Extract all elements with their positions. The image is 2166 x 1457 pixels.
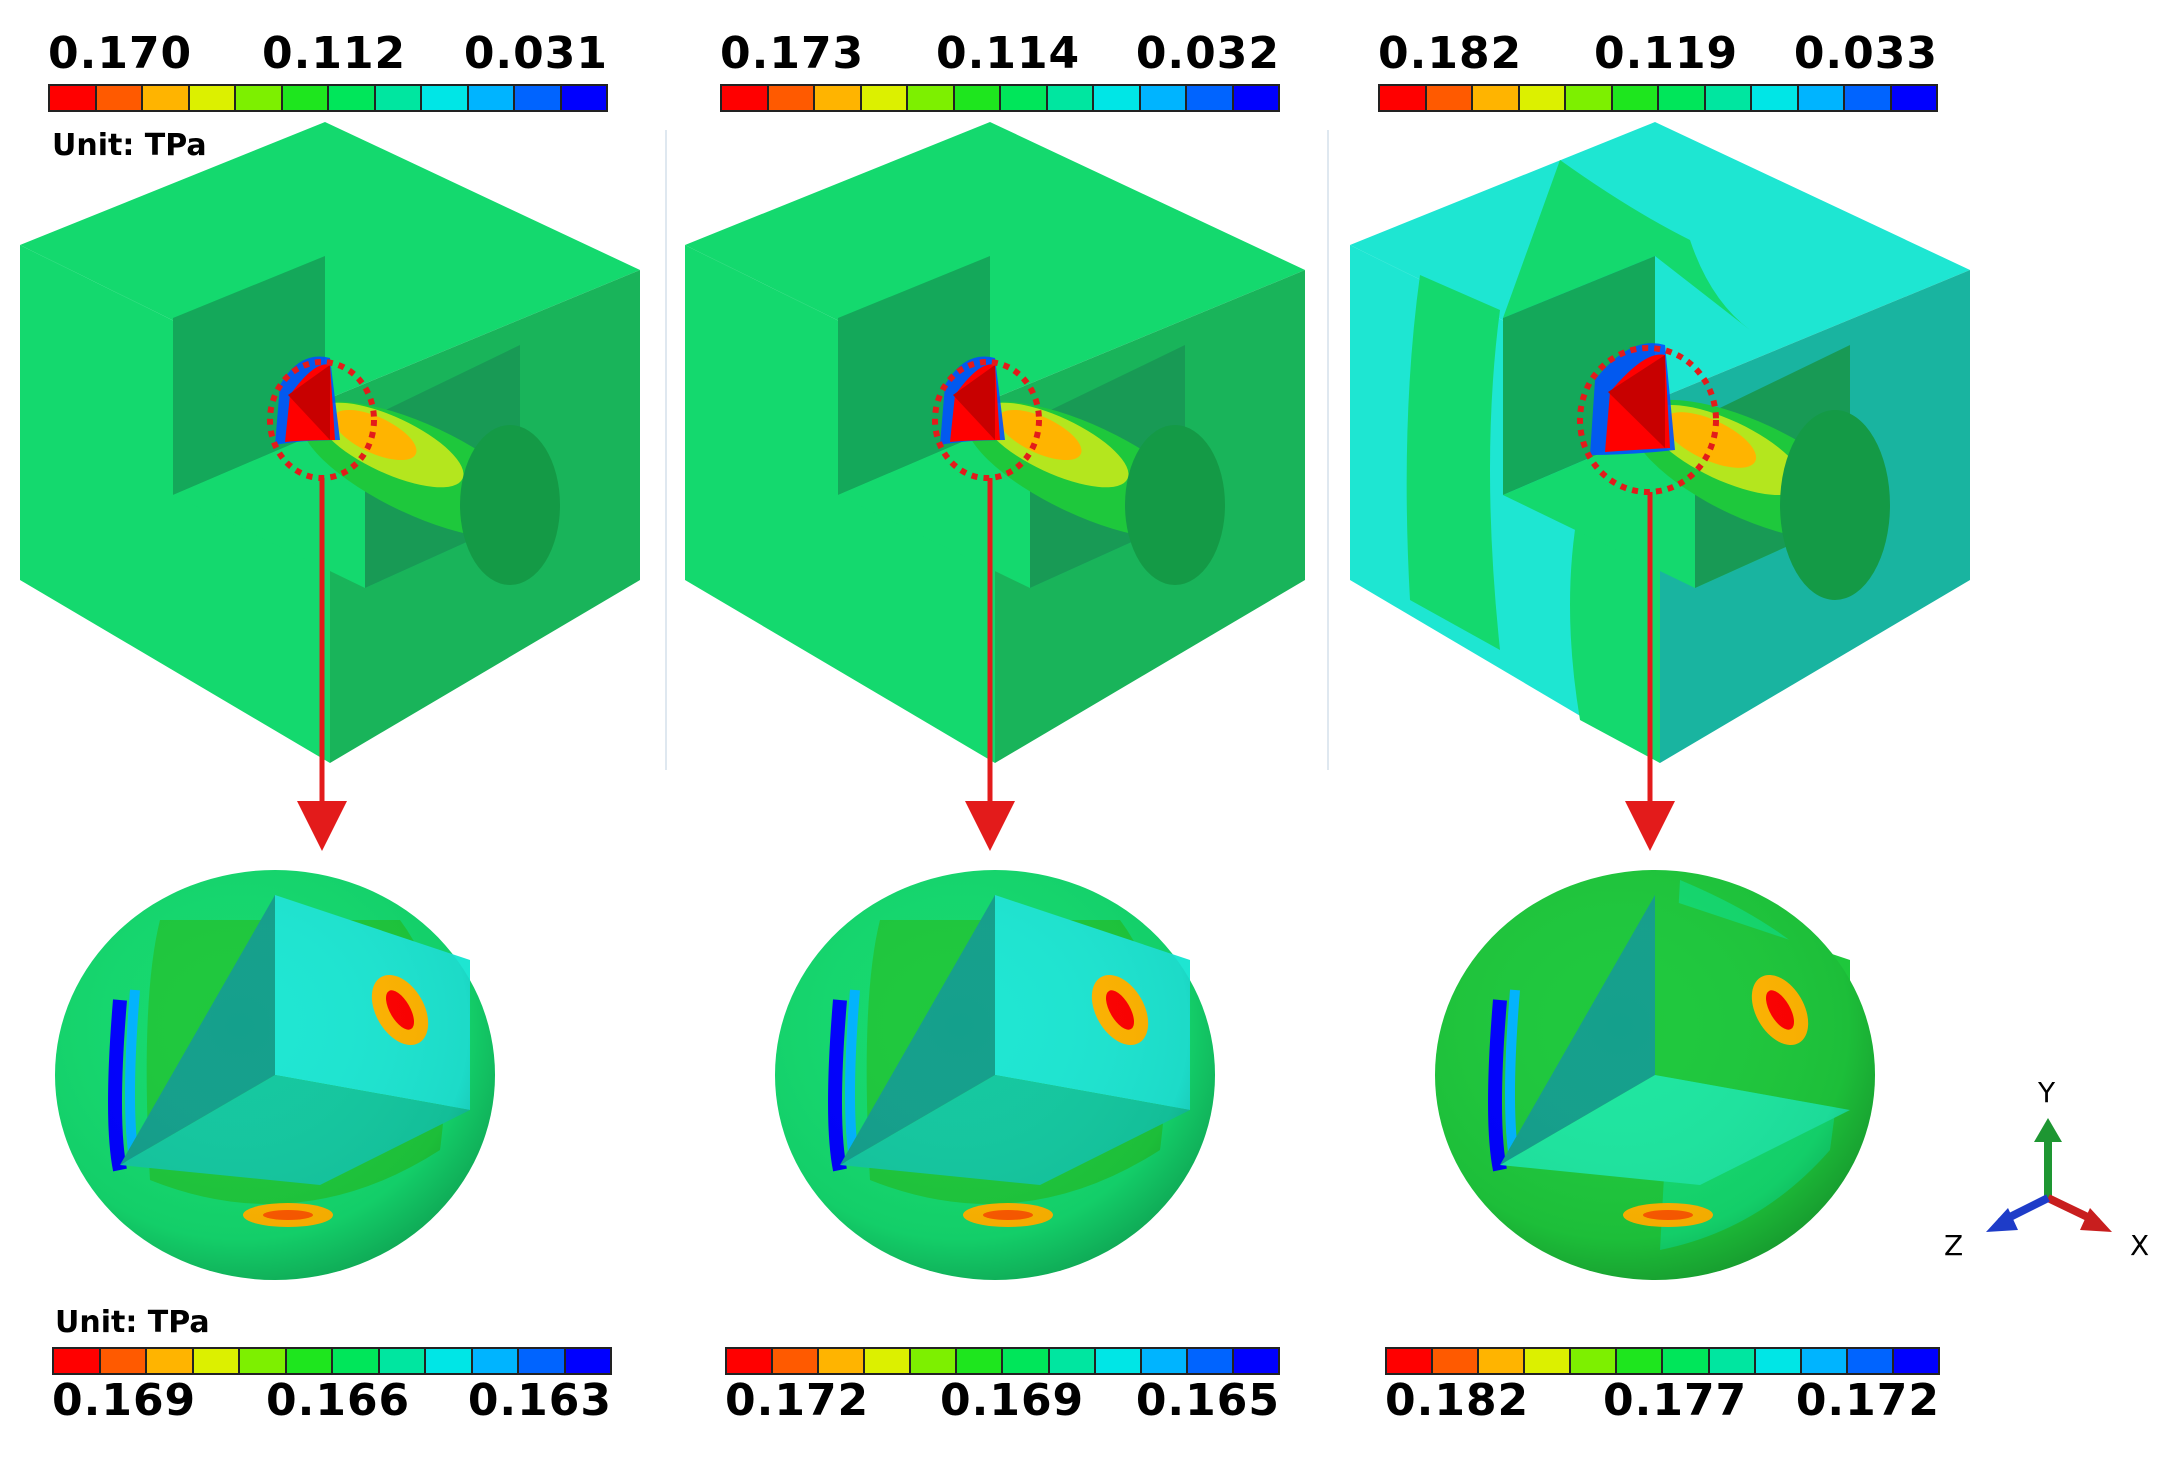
unit-label-top: Unit: TPa xyxy=(52,128,207,163)
panel-divider xyxy=(665,130,667,770)
legend-min: 0.031 xyxy=(463,28,608,79)
highlight-circle xyxy=(932,359,1042,481)
colorbar-cell xyxy=(282,86,329,110)
cube-top-face xyxy=(20,122,640,398)
bottom-legend-1: 0.169 0.166 0.163 xyxy=(52,1347,612,1423)
axis-x-label: X xyxy=(2130,1229,2149,1262)
cube-top-face xyxy=(1350,122,1970,398)
axis-z-label: Z xyxy=(1944,1229,1963,1262)
colorbar-cell xyxy=(519,1349,566,1373)
sphere-model-1 xyxy=(55,870,495,1280)
legend-mid: 0.166 xyxy=(266,1375,411,1426)
legend-min: 0.163 xyxy=(467,1375,612,1426)
sphere-model-2 xyxy=(775,870,1215,1280)
colorbar-cell xyxy=(468,86,515,110)
top-legend-1: 0.170 0.112 0.031 xyxy=(48,32,608,112)
unit-label-bottom: Unit: TPa xyxy=(55,1305,210,1340)
legend-mid: 0.112 xyxy=(262,28,407,79)
cube-model-3 xyxy=(1350,122,1970,851)
axis-triad: Y X Z xyxy=(1944,1076,2149,1262)
legend-labels: 0.169 0.166 0.163 xyxy=(52,1379,612,1423)
cube-model-1 xyxy=(20,122,640,851)
panel-divider xyxy=(1327,130,1329,770)
panel-1: 0.170 0.112 0.031 Unit: TPa Unit: TPa 0.… xyxy=(0,0,700,1457)
legend-max: 0.169 xyxy=(52,1375,197,1426)
cube-top-face xyxy=(685,122,1305,398)
colorbar-cell xyxy=(143,86,190,110)
colorbar xyxy=(52,1347,612,1375)
colorbar-cell xyxy=(193,1349,240,1373)
colorbar-cell xyxy=(472,1349,519,1373)
colorbar-cell xyxy=(96,86,143,110)
colorbar-cell xyxy=(422,86,469,110)
colorbar-cell xyxy=(236,86,283,110)
legend-labels: 0.170 0.112 0.031 xyxy=(48,32,608,76)
colorbar-cell xyxy=(561,86,606,110)
colorbar-cell xyxy=(426,1349,473,1373)
colorbar-cell xyxy=(50,86,97,110)
colorbar-cell xyxy=(240,1349,287,1373)
colorbar-cell xyxy=(515,86,562,110)
colorbar xyxy=(48,84,608,112)
sphere-model-3 xyxy=(1435,870,1875,1280)
colorbar-cell xyxy=(54,1349,101,1373)
colorbar-cell xyxy=(147,1349,194,1373)
colorbar-cell xyxy=(189,86,236,110)
legend-max: 0.170 xyxy=(48,28,193,79)
colorbar-cell xyxy=(286,1349,333,1373)
colorbar-cell xyxy=(379,1349,426,1373)
colorbar-cell xyxy=(565,1349,610,1373)
colorbar-cell xyxy=(375,86,422,110)
axis-y-label: Y xyxy=(2037,1076,2056,1109)
colorbar-cell xyxy=(100,1349,147,1373)
colorbar-cell xyxy=(329,86,376,110)
colorbar-cell xyxy=(333,1349,380,1373)
cube-model-2 xyxy=(685,122,1305,851)
